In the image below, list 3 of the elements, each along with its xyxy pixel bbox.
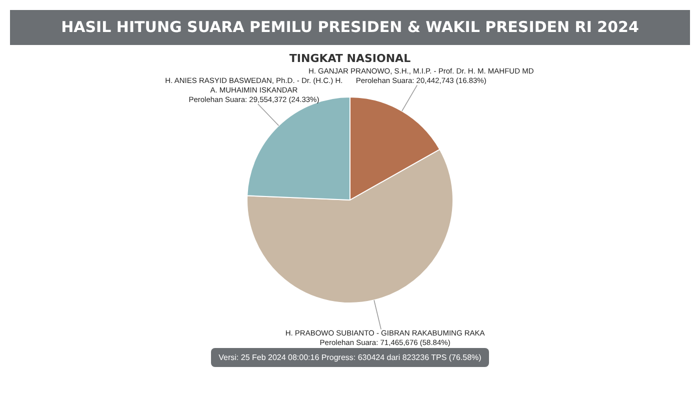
chart-title: HASIL HITUNG SUARA PEMILU PRESIDEN & WAKIL PRESIDEN RI 2024 xyxy=(10,10,690,45)
chart-subtitle: TINGKAT NASIONAL xyxy=(289,52,411,65)
text: Versi: 25 Feb 2024 08:00:16 Progress: 630424 dari 823236 TPS (76.58%) xyxy=(210,348,490,367)
